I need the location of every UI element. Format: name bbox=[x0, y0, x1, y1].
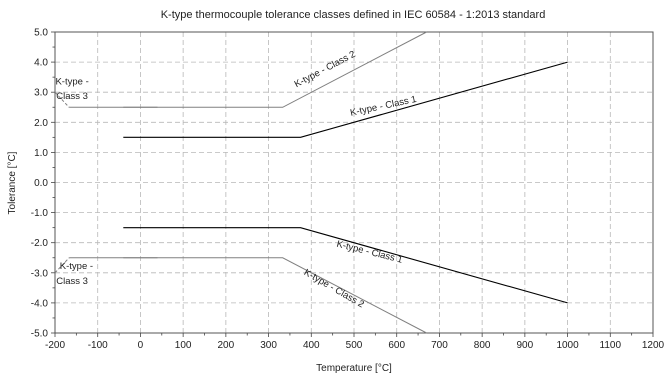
y-tick-label: 1.0 bbox=[34, 148, 48, 159]
x-tick-label: 400 bbox=[303, 340, 320, 351]
series-line-k-type-class-1 bbox=[123, 61, 568, 138]
x-tick-label: -200 bbox=[45, 340, 65, 351]
x-axis-label: Temperature [°C] bbox=[316, 363, 392, 374]
y-tick-label: 2.0 bbox=[34, 118, 48, 129]
y-tick-label: -4.0 bbox=[31, 298, 49, 309]
y-tick-label: 3.0 bbox=[34, 88, 48, 99]
annotations: K-type - Class 2 K-type - Class 1 K-type -… bbox=[55, 49, 417, 311]
x-tick-label: 600 bbox=[388, 340, 405, 351]
annotation-class3-upper-l1: K-type - bbox=[55, 77, 88, 88]
x-tick-label: 300 bbox=[260, 340, 277, 351]
annotation-class1-upper: K-type - Class 1 bbox=[349, 94, 417, 119]
x-tick-label: -100 bbox=[88, 340, 108, 351]
y-tick-label: 4.0 bbox=[34, 58, 48, 69]
y-tick-label: 0.0 bbox=[34, 178, 48, 189]
x-tick-label: 800 bbox=[474, 340, 491, 351]
y-axis-label: Tolerance [°C] bbox=[7, 151, 18, 214]
x-tick-label: 700 bbox=[431, 340, 448, 351]
axis-ticks: -200 -100 0 100 200 300 400 500 600 700 800 900 1000… bbox=[31, 28, 665, 352]
x-tick-label: 200 bbox=[218, 340, 235, 351]
y-tick-label: -3.0 bbox=[31, 268, 49, 279]
x-tick-label: 900 bbox=[517, 340, 534, 351]
x-tick-label: 1100 bbox=[600, 340, 622, 351]
annotation-class3-upper-l2: Class 3 bbox=[56, 91, 88, 102]
annotation-class3-lower-l2: Class 3 bbox=[56, 276, 88, 287]
x-tick-label: 100 bbox=[175, 340, 192, 351]
chart-title: K-type thermocouple tolerance classes de… bbox=[161, 9, 546, 21]
grid bbox=[55, 32, 653, 333]
annotation-class3-lower-l1: K-type - bbox=[60, 261, 93, 272]
y-tick-label: 5.0 bbox=[34, 28, 48, 39]
series-lines bbox=[54, 31, 568, 334]
series-line-k-type-class-1 bbox=[123, 227, 568, 304]
x-tick-label: 500 bbox=[346, 340, 363, 351]
y-tick-label: -5.0 bbox=[31, 329, 49, 340]
annotation-class2-upper: K-type - Class 2 bbox=[293, 49, 358, 90]
series-line-k-type-class-3 bbox=[54, 257, 70, 274]
x-tick-label: 0 bbox=[138, 340, 144, 351]
x-tick-label: 1000 bbox=[556, 340, 579, 351]
y-tick-label: -2.0 bbox=[31, 238, 49, 249]
y-tick-label: -1.0 bbox=[31, 208, 49, 219]
series-line-k-type-class-2 bbox=[123, 31, 427, 108]
series-line-k-type-class-2 bbox=[123, 257, 427, 334]
series-line-k-type-class-3 bbox=[54, 91, 70, 108]
x-tick-label: 1200 bbox=[642, 340, 665, 351]
